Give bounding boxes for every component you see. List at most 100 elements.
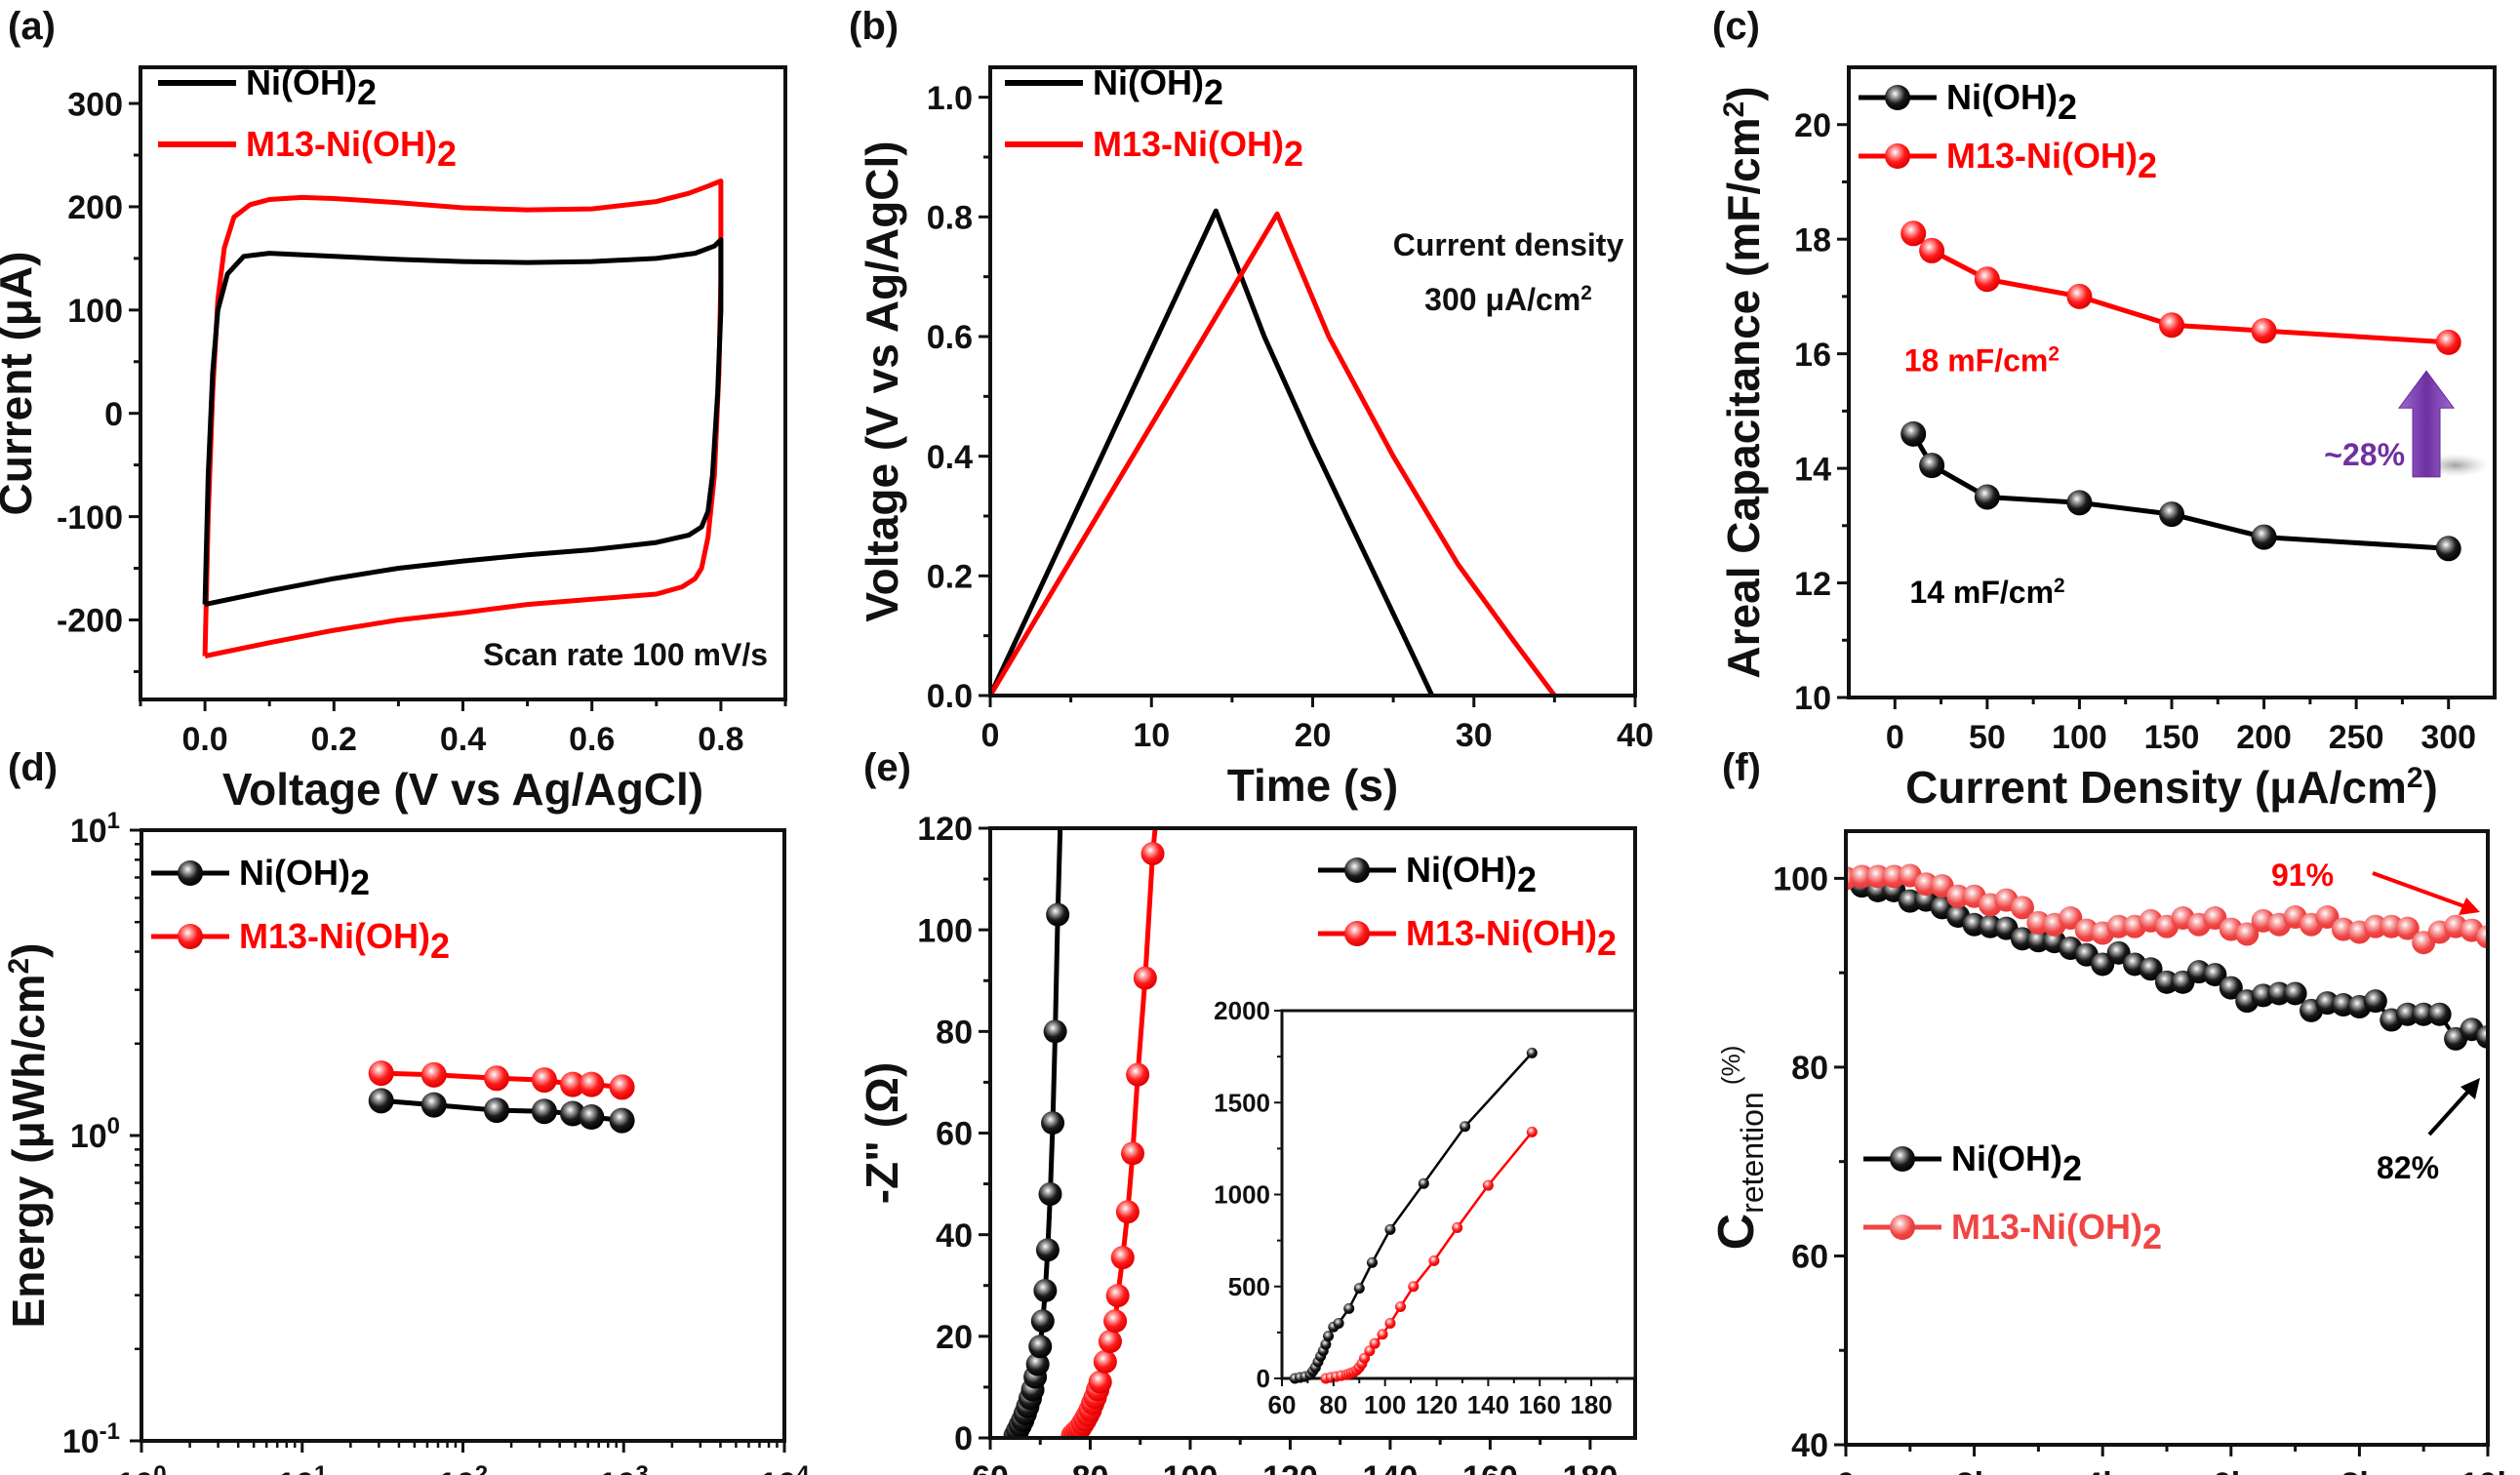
tick-base: 10 xyxy=(599,1466,636,1475)
legend-label: M13-Ni(OH)2 xyxy=(1093,124,1303,174)
x-tick-label: 50 xyxy=(1969,719,2006,756)
legend-label-main: Ni(OH) xyxy=(246,62,357,102)
y-tick-label: 0.2 xyxy=(927,559,973,596)
y-tick-label: 100 xyxy=(917,912,973,949)
panel-label: (c) xyxy=(1712,5,1760,48)
inset-point-ni-oh2 xyxy=(1366,1256,1378,1268)
legend-label-main: Ni(OH) xyxy=(1951,1138,2062,1178)
inset-point-ni-oh2 xyxy=(1323,1331,1335,1342)
legend-label-main: Ni(OH) xyxy=(239,853,350,893)
x-tick-label: 101 xyxy=(277,1461,327,1475)
x-tick-label: 0.4 xyxy=(440,721,486,758)
x-tick-label: 300 xyxy=(2420,719,2476,756)
superscript: 2 xyxy=(2054,575,2065,597)
x-tick-label: 180 xyxy=(1563,1459,1619,1475)
data-point-ni-oh2 xyxy=(2395,1002,2420,1026)
arrow-82-head-icon xyxy=(2460,1078,2480,1099)
data-point-ni-oh2 xyxy=(609,1107,635,1134)
inset-x-tick-label: 140 xyxy=(1467,1390,1509,1419)
y-tick-label: 10 xyxy=(1794,680,1831,717)
y-tick-label: 20 xyxy=(936,1319,973,1356)
inset-point-m13-ni-oh2 xyxy=(1428,1255,1440,1266)
data-point-ni-oh2 xyxy=(420,1092,447,1118)
y-tick-label: 16 xyxy=(1794,337,1831,374)
inset-x-tick-label: 100 xyxy=(1364,1390,1406,1419)
increase-percentage-annotation: ~28% xyxy=(2324,437,2405,472)
data-point-m13-ni-oh2 xyxy=(1974,266,2000,293)
inset-point-m13-ni-oh2 xyxy=(1395,1300,1407,1312)
arrow-91-shaft xyxy=(2372,871,2473,911)
tick-exponent: 4 xyxy=(796,1461,810,1475)
y-tick-label: 0.6 xyxy=(927,319,973,356)
tick-base: 10 xyxy=(438,1466,475,1475)
x-tick-label: 140 xyxy=(1363,1459,1419,1475)
inset-point-ni-oh2 xyxy=(1418,1177,1429,1189)
panel-c-areal-capacitance: (c) 0 50 100 150 200 250 300 10 12 14 16 18 20 Current… xyxy=(1712,5,2497,813)
legend-label-subscript: 2 xyxy=(350,862,370,902)
inset-point-m13-ni-oh2 xyxy=(1452,1221,1463,1233)
cv-curve-ni-oh2 xyxy=(202,237,724,608)
legend-label-subscript: 2 xyxy=(2058,87,2077,127)
data-point-m13-ni-oh2 xyxy=(2010,896,2034,920)
data-point-ni-oh2 xyxy=(1919,453,1945,479)
legend-marker xyxy=(1885,85,1910,110)
data-point-m13-ni-oh2 xyxy=(1126,1062,1150,1087)
x-tick-label: 80 xyxy=(1072,1459,1109,1475)
data-point-m13-ni-oh2 xyxy=(2395,916,2420,940)
x-tick-label: 20 xyxy=(1295,717,1332,754)
y-axis-title: Energy (μWh/cm2) xyxy=(3,943,55,1329)
inset-point-ni-oh2 xyxy=(1353,1283,1365,1295)
text-run: Current (μA) xyxy=(0,252,41,516)
data-point-m13-ni-oh2 xyxy=(1103,1309,1128,1334)
data-point-ni-oh2 xyxy=(2267,981,2292,1006)
panel-e-nyquist-plot: (e)6080100120140160180020406080100120Z (… xyxy=(857,746,1637,1475)
data-point-m13-ni-oh2 xyxy=(609,1074,635,1100)
legend-label-subscript: 2 xyxy=(437,134,457,174)
inset-point-m13-ni-oh2 xyxy=(1408,1281,1420,1293)
y-tick-label: 60 xyxy=(1791,1239,1828,1276)
data-point-m13-ni-oh2 xyxy=(420,1061,447,1088)
data-point-m13-ni-oh2 xyxy=(1919,237,1945,263)
inset-frame xyxy=(1280,1009,1637,1380)
inset-point-m13-ni-oh2 xyxy=(1369,1337,1380,1349)
inset-point-ni-oh2 xyxy=(1526,1047,1538,1058)
data-point-ni-oh2 xyxy=(531,1098,557,1125)
nyquist-plot-area xyxy=(1003,828,1165,1438)
inset-point-ni-oh2 xyxy=(1333,1317,1344,1329)
y-tick-label: 101 xyxy=(70,808,120,850)
data-point-m13-ni-oh2 xyxy=(2106,914,2131,938)
x-tick-label: 6k xyxy=(2213,1466,2250,1475)
x-tick-label: 100 xyxy=(116,1461,166,1475)
x-tick-label: 102 xyxy=(438,1461,488,1475)
text-run: ) xyxy=(2423,762,2438,813)
legend-label: M13-Ni(OH)2 xyxy=(239,916,450,966)
x-tick-label: 8k xyxy=(2340,1466,2378,1475)
retention-82-annotation: 82% xyxy=(2377,1150,2439,1185)
legend-marker xyxy=(1344,857,1370,883)
y-axis-title: -Z" (Ω) xyxy=(857,1062,907,1205)
panel-d-ragone-plot: (d)10010110210310410-1100101Power Densit… xyxy=(3,746,811,1475)
y-tick-label: 0.8 xyxy=(927,200,973,237)
y-tick-label: 200 xyxy=(67,189,123,226)
data-point-m13-ni-oh2 xyxy=(2363,914,2387,938)
data-point-ni-oh2 xyxy=(560,1100,586,1127)
inset-y-tick-label: 0 xyxy=(1257,1364,1270,1393)
data-point-m13-ni-oh2 xyxy=(2235,922,2260,946)
text-run: Voltage (V vs Ag/AgCl) xyxy=(857,140,907,621)
legend-label: Ni(OH)2 xyxy=(1093,62,1223,112)
x-tick-label: 250 xyxy=(2329,719,2384,756)
inset-point-ni-oh2 xyxy=(1460,1121,1471,1133)
text-run: 300 μA/cm xyxy=(1424,282,1580,317)
cv-curve-m13-ni-oh2 xyxy=(202,179,724,658)
panel-f-cycling-stability: (f)02k4k6k8k10k406080100Number of GCD cy… xyxy=(1708,746,2515,1475)
y-axis-title: Current (μA) xyxy=(0,252,41,516)
y-tick-label: 20 xyxy=(1794,107,1831,144)
data-point-ni-oh2 xyxy=(1025,1352,1050,1376)
legend-label-subscript: 2 xyxy=(1517,859,1537,899)
x-tick-label: 60 xyxy=(972,1459,1009,1475)
tick-exponent: -1 xyxy=(100,1418,120,1445)
x-tick-label: 0.8 xyxy=(698,721,743,758)
text-run: Voltage (V vs Ag/AgCl) xyxy=(222,764,703,815)
plot-frame xyxy=(140,828,786,1443)
legend-label: M13-Ni(OH)2 xyxy=(1406,913,1617,963)
